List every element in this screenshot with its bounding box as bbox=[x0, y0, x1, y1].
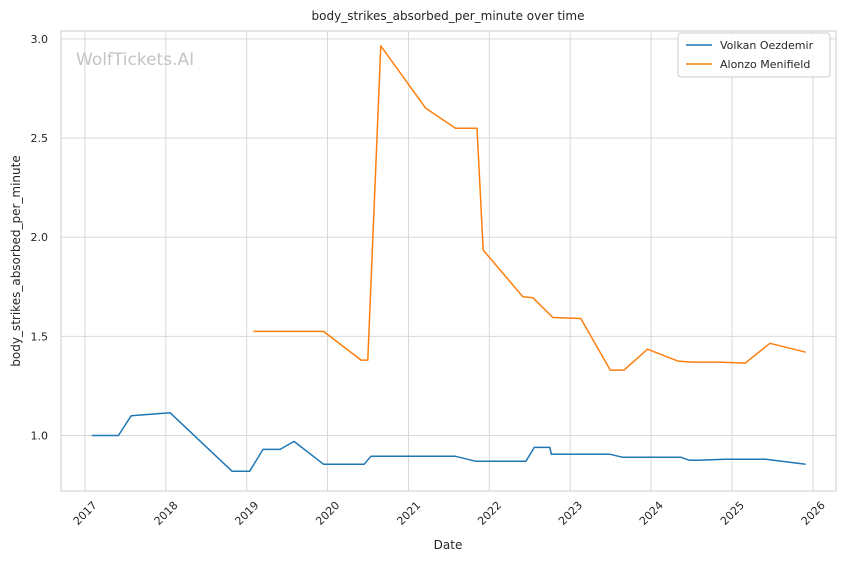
y-tick-label: 2.0 bbox=[31, 231, 49, 244]
x-tick-label: 2017 bbox=[71, 499, 100, 528]
watermark-logo: WolfTickets.AI bbox=[76, 50, 194, 70]
y-tick-label: 3.0 bbox=[31, 33, 49, 46]
legend-box bbox=[677, 32, 831, 78]
x-tick-label: 2024 bbox=[637, 499, 666, 528]
x-tick-label: 2021 bbox=[394, 499, 423, 528]
x-tick-label: 2025 bbox=[718, 499, 747, 528]
legend-label: Alonzo Menifield bbox=[720, 58, 810, 71]
y-axis-title: body_strikes_absorbed_per_minute bbox=[9, 155, 23, 366]
plot-frame bbox=[60, 30, 837, 492]
legend-label: Volkan Oezdemir bbox=[720, 39, 814, 52]
x-tick-label: 2022 bbox=[475, 499, 504, 528]
x-tick-label: 2020 bbox=[313, 499, 342, 528]
series-line-alonzo-menifield bbox=[253, 45, 806, 371]
x-axis-title: Date bbox=[434, 538, 463, 552]
x-tick-label: 2023 bbox=[556, 499, 585, 528]
series-line-volkan-oezdemir bbox=[91, 411, 806, 472]
x-tick-label: 2018 bbox=[152, 499, 181, 528]
y-tick-label: 1.0 bbox=[31, 429, 49, 442]
chart-title: body_strikes_absorbed_per_minute over ti… bbox=[312, 9, 585, 23]
x-tick-label: 2019 bbox=[232, 499, 261, 528]
legend: Volkan Oezdemir Alonzo Menifield bbox=[677, 32, 831, 78]
y-tick-label: 2.5 bbox=[31, 132, 49, 145]
tick-layer: 2017 2018 2019 2020 2021 2022 2023 2024 2025 2026… bbox=[31, 33, 828, 528]
y-tick-label: 1.5 bbox=[31, 330, 49, 343]
series-layer bbox=[91, 45, 806, 472]
grid-layer bbox=[61, 31, 836, 491]
x-tick-label: 2026 bbox=[799, 499, 828, 528]
